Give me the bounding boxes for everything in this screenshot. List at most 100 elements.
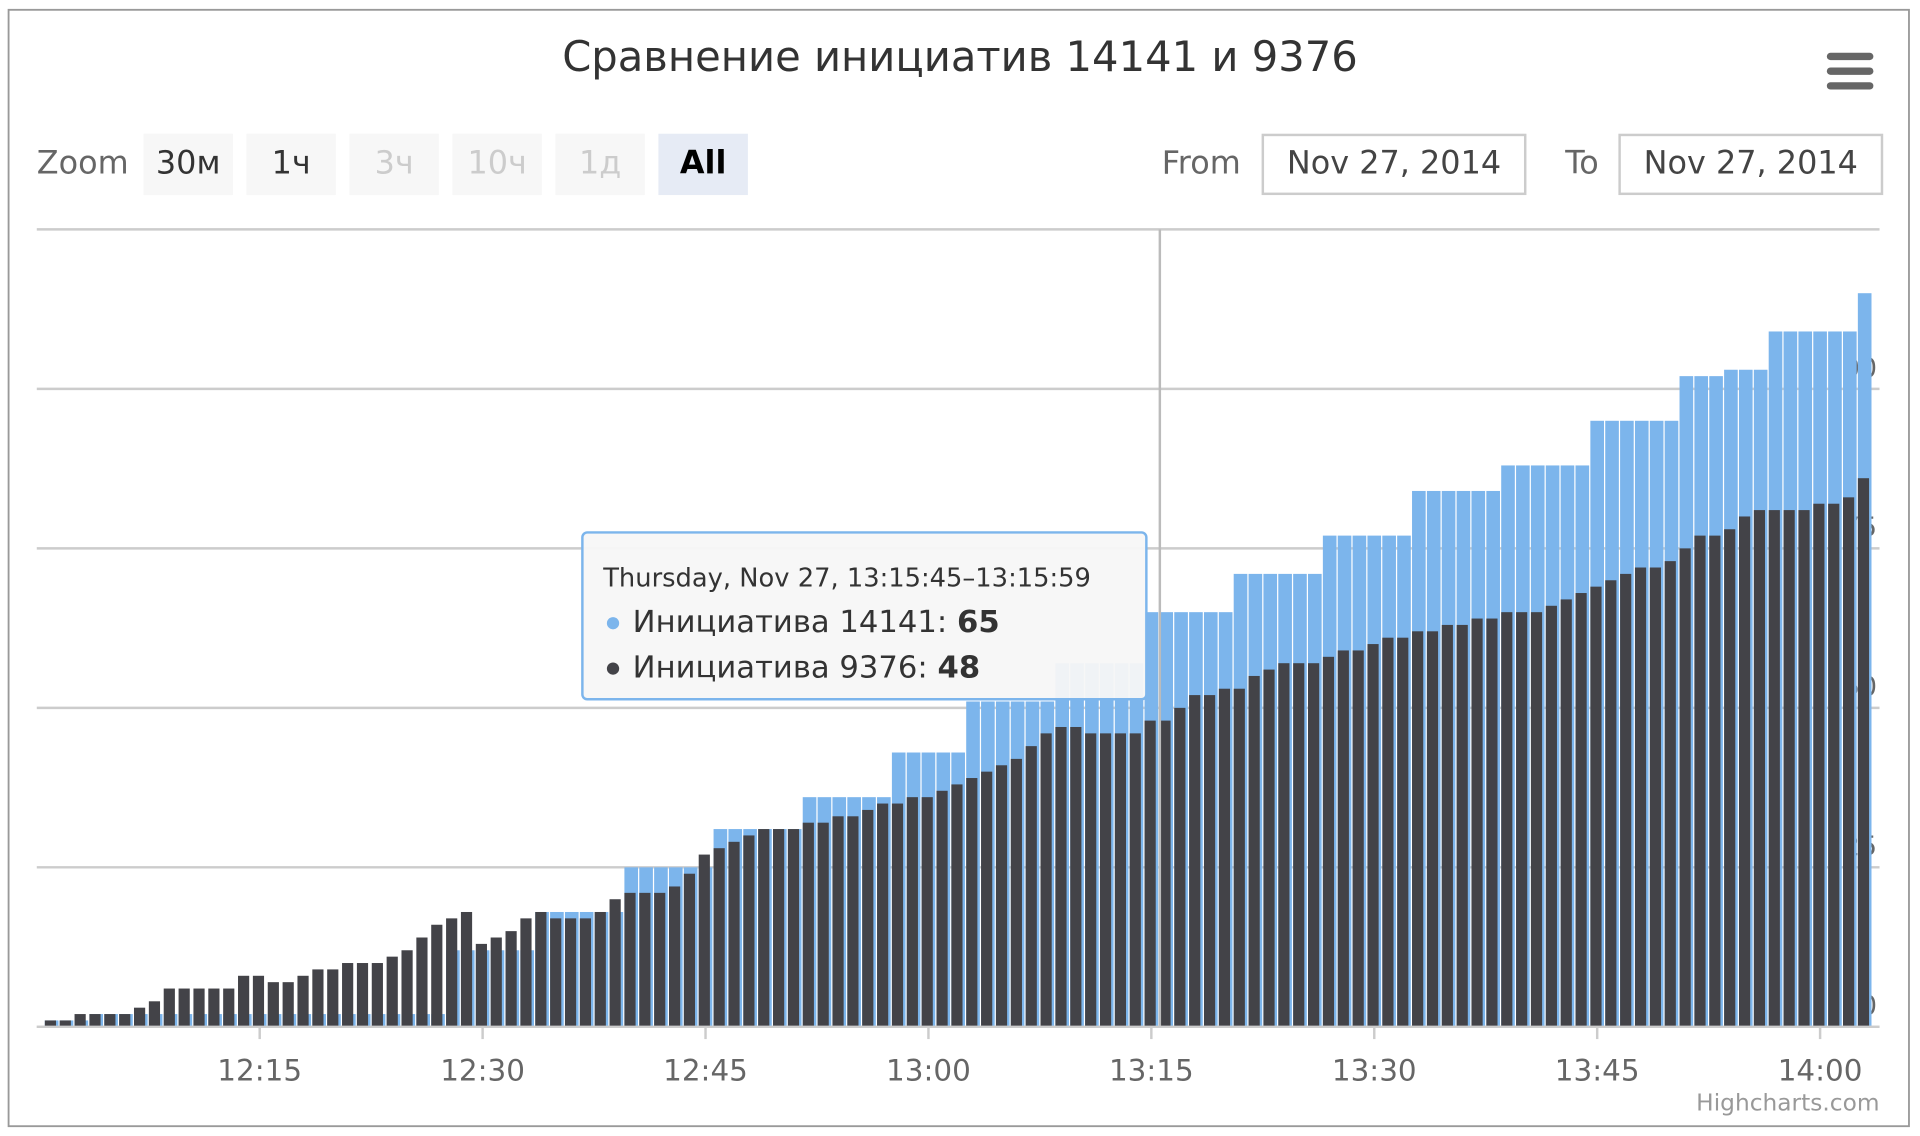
menu-bar — [1826, 52, 1874, 61]
range-button[interactable] — [658, 133, 748, 196]
range-button-label[interactable]: 1ч — [272, 143, 311, 181]
bar — [1099, 733, 1112, 1027]
bar — [327, 969, 339, 1027]
bar — [431, 924, 443, 1027]
bar — [1828, 503, 1840, 1027]
bar — [1530, 612, 1543, 1027]
bar — [1516, 612, 1528, 1027]
bar — [1768, 510, 1780, 1027]
tooltip-value: 48 — [938, 650, 981, 685]
bar — [1426, 631, 1439, 1027]
tooltip-dot — [606, 617, 620, 630]
bar — [1114, 733, 1126, 1027]
credits[interactable]: Highcharts.com — [1696, 1090, 1879, 1117]
bar — [342, 963, 354, 1027]
bar — [1798, 510, 1810, 1027]
bar — [1322, 656, 1335, 1027]
to-input[interactable] — [1618, 133, 1884, 196]
bar — [104, 1014, 116, 1027]
bar — [74, 1014, 86, 1027]
bar — [520, 918, 532, 1027]
bar — [1783, 510, 1795, 1027]
tooltip-header: Thursday, Nov 27, 13:15:45–13:15:59 — [602, 564, 1091, 594]
bar — [490, 937, 502, 1027]
to-date: Nov 27, 2014 — [1644, 143, 1858, 181]
chart-title: Сравнение инициатив 14141 и 9376 — [562, 32, 1358, 81]
bar — [252, 975, 265, 1027]
bar — [1382, 637, 1394, 1027]
bar — [282, 982, 294, 1027]
bar — [624, 892, 636, 1027]
bar — [386, 956, 398, 1027]
bar — [416, 937, 428, 1027]
menu-bar — [1826, 67, 1874, 75]
tooltip-label: Инициатива 14141: 65 — [633, 605, 1000, 640]
x-axis: 12:15 12:30 12:45 13:00 13:15 13:30 13:45 14:00 — [36, 1025, 1880, 1088]
bar — [356, 963, 369, 1027]
range-button — [452, 133, 542, 196]
bar — [1159, 720, 1171, 1027]
bar — [446, 918, 458, 1027]
bar — [401, 950, 413, 1027]
bar — [1560, 599, 1572, 1027]
bar — [683, 873, 696, 1027]
bar — [817, 822, 829, 1027]
bar — [1694, 535, 1706, 1027]
range-button-label: 10ч — [467, 143, 526, 181]
menu-icon[interactable] — [1826, 52, 1874, 90]
bar — [1203, 695, 1216, 1027]
bar — [1412, 631, 1424, 1027]
bar — [505, 931, 517, 1027]
bars — [44, 293, 1872, 1027]
bar — [1308, 663, 1320, 1027]
bar — [1174, 707, 1186, 1027]
bar — [936, 790, 948, 1027]
bar — [1233, 688, 1245, 1027]
bar — [1590, 586, 1602, 1027]
bar — [1486, 618, 1498, 1027]
bar — [1456, 624, 1468, 1027]
bar — [951, 784, 963, 1027]
bar — [773, 829, 785, 1027]
bar — [906, 797, 918, 1027]
bar — [921, 797, 933, 1027]
bar — [966, 778, 978, 1027]
range-button-label[interactable]: 30м — [156, 143, 221, 181]
bar — [654, 892, 666, 1027]
bar — [743, 835, 755, 1027]
bar — [1605, 580, 1617, 1027]
bar — [178, 988, 190, 1027]
bar — [1843, 497, 1855, 1027]
bar — [802, 822, 814, 1027]
bar — [163, 988, 175, 1027]
range-button — [349, 133, 439, 196]
bar — [1397, 637, 1409, 1027]
bar — [862, 809, 874, 1027]
x-tick-label: 13:30 — [1332, 1054, 1417, 1088]
bar — [1649, 567, 1661, 1027]
range-button[interactable] — [246, 133, 336, 196]
bar — [1634, 567, 1647, 1027]
bar — [1545, 605, 1557, 1027]
x-tick-label: 13:45 — [1555, 1054, 1640, 1088]
bar — [1278, 663, 1290, 1027]
tooltip-value: 65 — [957, 605, 1000, 640]
bar — [579, 918, 592, 1027]
bar — [847, 816, 859, 1027]
range-button[interactable] — [143, 133, 233, 196]
bar — [564, 918, 577, 1027]
tooltip-dot — [606, 662, 620, 675]
bar — [891, 803, 904, 1027]
bar — [223, 988, 235, 1027]
bar — [1144, 720, 1156, 1027]
bar — [1129, 733, 1141, 1027]
bar — [1753, 510, 1766, 1027]
range-button-label[interactable]: All — [680, 143, 727, 181]
bar — [1724, 529, 1736, 1027]
bar — [1189, 695, 1201, 1027]
bar — [1248, 675, 1260, 1027]
range-button-label: 3ч — [375, 143, 414, 181]
from-input[interactable] — [1261, 133, 1527, 196]
